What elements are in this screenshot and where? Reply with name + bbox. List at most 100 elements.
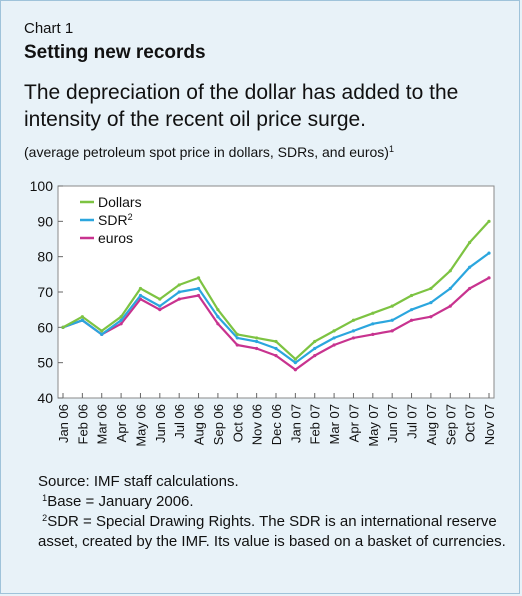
data-point-sdr xyxy=(332,336,336,340)
data-point-sdr xyxy=(255,339,259,344)
data-point-dollars xyxy=(390,304,394,308)
y-tick-label: 50 xyxy=(37,355,53,371)
x-tick-label: May 07 xyxy=(366,404,381,447)
x-tick-label: Oct 06 xyxy=(230,404,245,442)
data-point-dollars xyxy=(196,276,201,280)
data-point-sdr xyxy=(177,290,181,294)
x-tick-label: May 06 xyxy=(133,404,148,447)
data-point-dollars xyxy=(61,325,65,329)
y-tick-label: 100 xyxy=(30,178,54,194)
data-point-euros xyxy=(255,346,259,351)
data-point-euros xyxy=(371,332,375,336)
y-tick-label: 90 xyxy=(37,213,53,229)
x-tick-label: Feb 06 xyxy=(75,404,90,444)
data-point-sdr xyxy=(351,329,356,333)
x-tick-label: Sep 07 xyxy=(443,404,458,445)
line-chart: 40 50 60 70 80 90 100 Jan 06 Feb 06 Mar 06 Apr 06 M… xyxy=(30,178,497,447)
legend-label: euros xyxy=(98,230,133,246)
units-footnote-marker: 1 xyxy=(388,144,394,154)
footnote-1-text: Base = January 2006. xyxy=(47,493,194,510)
data-point-euros xyxy=(448,304,452,308)
chart-units-note: (average petroleum spot price in dollars… xyxy=(24,143,394,161)
x-tick-label: Apr 07 xyxy=(346,404,361,442)
data-point-dollars xyxy=(487,219,491,223)
chart-headline: Setting new records xyxy=(24,42,206,63)
data-point-euros xyxy=(313,354,317,358)
x-tick-label: Sep 06 xyxy=(211,404,226,445)
data-point-sdr xyxy=(274,346,278,351)
data-point-dollars xyxy=(371,311,375,315)
data-point-sdr xyxy=(448,286,452,291)
data-point-euros xyxy=(487,276,491,280)
data-point-dollars xyxy=(468,240,472,245)
data-point-dollars xyxy=(119,315,123,319)
data-point-euros xyxy=(177,297,181,301)
data-point-sdr xyxy=(80,318,84,322)
data-point-euros xyxy=(158,308,162,312)
legend-label: SDR2 xyxy=(98,212,133,228)
data-point-euros xyxy=(293,368,297,372)
x-tick-label: Jan 07 xyxy=(288,404,303,443)
data-point-sdr xyxy=(235,336,239,340)
data-point-dollars xyxy=(409,293,414,298)
data-point-sdr xyxy=(158,304,162,308)
data-point-dollars xyxy=(235,332,239,336)
y-tick-label: 70 xyxy=(37,284,53,300)
data-point-euros xyxy=(351,336,356,340)
x-tick-label: Jul 07 xyxy=(405,404,420,439)
data-point-euros xyxy=(390,329,394,333)
data-point-sdr xyxy=(119,318,123,322)
data-point-dollars xyxy=(100,329,104,333)
data-point-euros xyxy=(429,315,433,319)
source-note: Source: IMF staff calculations. xyxy=(38,473,239,490)
data-point-dollars xyxy=(255,336,259,340)
data-point-dollars xyxy=(80,315,84,319)
data-point-euros xyxy=(216,322,220,326)
data-point-dollars xyxy=(429,286,433,291)
data-point-sdr xyxy=(100,332,104,336)
data-point-dollars xyxy=(216,308,220,312)
data-point-dollars xyxy=(313,339,317,344)
y-tick-label: 80 xyxy=(37,249,53,265)
footnote-1: 1Base = January 2006. xyxy=(38,492,508,512)
x-tick-label: Jun 07 xyxy=(385,404,400,443)
data-point-sdr xyxy=(138,293,143,298)
x-tick-label: Mar 07 xyxy=(327,404,342,444)
x-tick-label: Apr 06 xyxy=(114,404,129,442)
data-point-dollars xyxy=(448,269,452,273)
y-tick-label: 60 xyxy=(37,319,53,335)
y-tick-label: 40 xyxy=(37,390,53,406)
x-tick-label: Oct 07 xyxy=(463,404,478,442)
chart-subtitle: The depreciation of the dollar has added… xyxy=(24,81,459,131)
data-point-dollars xyxy=(293,357,297,361)
data-point-sdr xyxy=(390,318,394,322)
data-point-sdr xyxy=(468,265,472,269)
data-point-dollars xyxy=(332,329,336,333)
data-point-sdr xyxy=(371,322,375,326)
data-point-sdr xyxy=(293,361,297,365)
data-point-dollars xyxy=(177,283,181,287)
chart-notes: Source: IMF staff calculations. 1Base = … xyxy=(38,472,508,552)
data-point-dollars xyxy=(274,339,278,344)
data-point-sdr xyxy=(487,251,491,255)
data-point-euros xyxy=(332,343,336,347)
x-tick-label: Jun 06 xyxy=(153,404,168,443)
data-point-euros xyxy=(119,322,123,326)
footnote-2-marker: 2 xyxy=(42,513,48,523)
x-tick-label: Jul 06 xyxy=(172,404,187,439)
data-point-dollars xyxy=(351,318,356,322)
x-tick-label: Jan 06 xyxy=(56,404,71,443)
footnote-2-text: SDR = Special Drawing Rights. The SDR is… xyxy=(38,513,506,550)
x-tick-label: Dec 06 xyxy=(269,404,284,445)
x-tick-label: Aug 07 xyxy=(424,404,439,445)
x-tick-label: Aug 06 xyxy=(192,404,207,445)
data-point-sdr xyxy=(216,315,220,319)
units-text: (average petroleum spot price in dollars… xyxy=(24,144,389,160)
chart-number: Chart 1 xyxy=(24,20,74,37)
x-tick-label: Nov 06 xyxy=(250,404,265,445)
footnote-1-marker: 1 xyxy=(42,493,48,503)
data-point-euros xyxy=(235,343,239,347)
data-point-euros xyxy=(409,318,414,322)
data-point-sdr xyxy=(196,286,201,291)
